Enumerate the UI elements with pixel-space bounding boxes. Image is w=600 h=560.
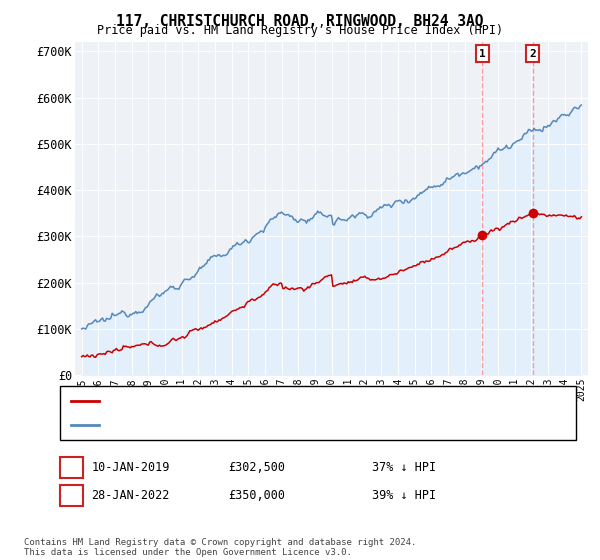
Text: 39% ↓ HPI: 39% ↓ HPI bbox=[372, 489, 436, 502]
Text: 1: 1 bbox=[68, 461, 75, 474]
Text: 2: 2 bbox=[529, 49, 536, 59]
Text: HPI: Average price, detached house, New Forest: HPI: Average price, detached house, New … bbox=[104, 419, 391, 430]
Text: 117, CHRISTCHURCH ROAD, RINGWOOD, BH24 3AQ (detached house): 117, CHRISTCHURCH ROAD, RINGWOOD, BH24 3… bbox=[104, 396, 473, 407]
Text: Price paid vs. HM Land Registry’s House Price Index (HPI): Price paid vs. HM Land Registry’s House … bbox=[97, 24, 503, 37]
Text: 2: 2 bbox=[68, 489, 75, 502]
Text: 37% ↓ HPI: 37% ↓ HPI bbox=[372, 461, 436, 474]
Text: 28-JAN-2022: 28-JAN-2022 bbox=[91, 489, 170, 502]
Text: Contains HM Land Registry data © Crown copyright and database right 2024.
This d: Contains HM Land Registry data © Crown c… bbox=[24, 538, 416, 557]
Text: 10-JAN-2019: 10-JAN-2019 bbox=[91, 461, 170, 474]
Text: 117, CHRISTCHURCH ROAD, RINGWOOD, BH24 3AQ: 117, CHRISTCHURCH ROAD, RINGWOOD, BH24 3… bbox=[116, 14, 484, 29]
Text: 1: 1 bbox=[479, 49, 485, 59]
Text: £350,000: £350,000 bbox=[228, 489, 285, 502]
Text: £302,500: £302,500 bbox=[228, 461, 285, 474]
